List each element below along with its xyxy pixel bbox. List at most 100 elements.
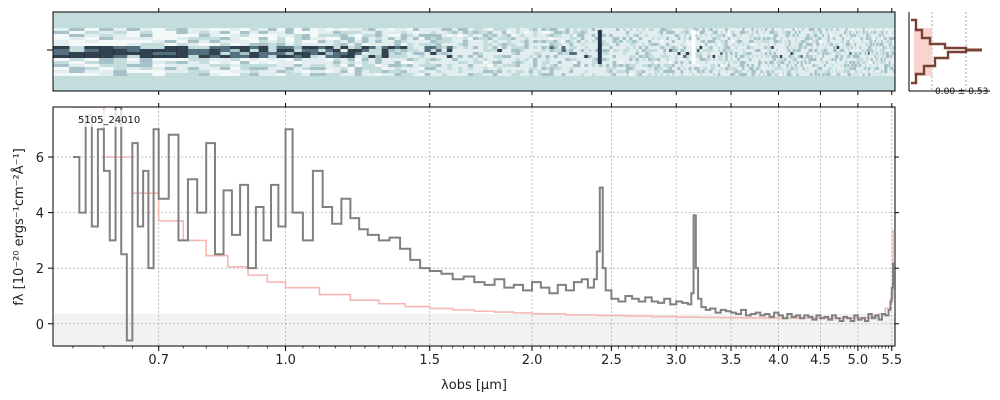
x-tick-label: 0.7 (148, 353, 169, 368)
pixel (267, 28, 278, 31)
pixel (267, 70, 278, 73)
pixel (598, 70, 603, 73)
pixel (587, 28, 593, 31)
pixel (549, 52, 555, 55)
pixel (887, 34, 890, 37)
pixel (209, 61, 221, 64)
pixel (418, 34, 426, 37)
pixel (800, 61, 804, 64)
pixel (632, 28, 637, 31)
pixel (792, 49, 796, 52)
pixel (388, 43, 395, 46)
pixel (557, 64, 562, 67)
pixel (126, 49, 141, 52)
pixel (786, 52, 789, 55)
pixel (53, 67, 70, 70)
pixel (696, 64, 700, 67)
pixel (557, 73, 562, 76)
pixel (794, 31, 798, 34)
pixel (880, 73, 884, 76)
pixel (796, 40, 800, 43)
pixel (587, 55, 593, 58)
pixel (838, 40, 841, 43)
pixel (452, 55, 459, 58)
pixel (727, 58, 731, 61)
pixel (293, 64, 303, 67)
pixel (884, 64, 887, 67)
pixel (730, 40, 733, 43)
pixel (406, 70, 414, 73)
pixel (702, 61, 706, 64)
pixel (876, 55, 879, 58)
pixel (836, 73, 840, 76)
pixel (877, 28, 880, 31)
pixel (317, 46, 326, 49)
pixel (788, 64, 791, 67)
pixel (727, 64, 731, 67)
pixel (866, 34, 869, 37)
pixel (812, 49, 815, 52)
pixel (641, 46, 646, 49)
pixel (668, 52, 673, 55)
pixel (638, 55, 643, 58)
pixel (802, 49, 806, 52)
pixel (209, 34, 221, 37)
pixel (671, 37, 676, 40)
pixel (825, 61, 829, 64)
pixel (732, 40, 736, 43)
pixel (239, 40, 250, 43)
pixel (751, 70, 755, 73)
pixel (702, 58, 706, 61)
pixel (812, 46, 815, 49)
pixel (888, 70, 891, 73)
pixel (788, 28, 791, 31)
pixel (685, 37, 690, 40)
pixel (301, 34, 311, 37)
pixel (519, 58, 525, 61)
pixel (666, 46, 670, 49)
pixel (457, 28, 464, 31)
pixel (219, 73, 231, 76)
pixel (842, 64, 845, 67)
pixel (861, 64, 864, 67)
pixel (69, 67, 85, 70)
pixel (668, 34, 673, 37)
pixel (764, 67, 768, 70)
pixel (732, 52, 736, 55)
pixel (164, 52, 177, 55)
pixel (833, 67, 836, 70)
pixel (99, 37, 114, 40)
pixel (457, 73, 464, 76)
pixel (424, 46, 431, 49)
pixel (412, 61, 420, 64)
pixel (784, 61, 787, 64)
pixel (861, 46, 864, 49)
pixel (882, 73, 885, 76)
pixel (746, 61, 750, 64)
pixel (638, 61, 643, 64)
pixel (446, 70, 453, 73)
pixel (674, 31, 679, 34)
pixel (688, 43, 692, 46)
pixel (511, 31, 517, 34)
pixel (619, 52, 624, 55)
pixel (762, 49, 766, 52)
pixel (876, 70, 879, 73)
pixel (462, 52, 469, 55)
pixel (798, 52, 802, 55)
pixel (727, 28, 731, 31)
pixel (462, 49, 469, 52)
pixel (325, 61, 334, 64)
pixel (880, 31, 884, 34)
pixel (347, 52, 356, 55)
pixel (239, 37, 250, 40)
pixel (796, 34, 800, 37)
pixel (762, 58, 766, 61)
pixel (820, 73, 823, 76)
pixel (818, 70, 821, 73)
pixel (317, 52, 326, 55)
pixel (584, 61, 589, 64)
pixel (671, 55, 676, 58)
pixel (859, 55, 862, 58)
pixel (840, 52, 843, 55)
